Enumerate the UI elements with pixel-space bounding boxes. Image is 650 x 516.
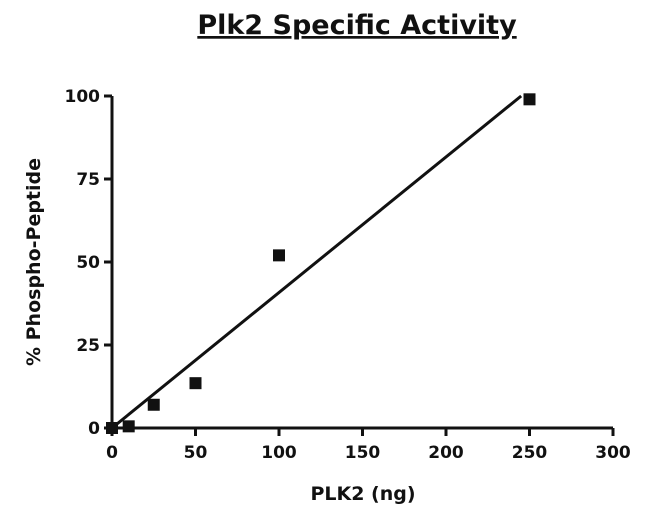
- data-point: [273, 249, 285, 262]
- x-axis-label: PLK2 (ng): [310, 483, 415, 505]
- x-tick-label: 100: [261, 443, 297, 463]
- data-points: [106, 93, 536, 434]
- data-point: [147, 398, 160, 411]
- x-tick-label: 300: [595, 443, 631, 463]
- x-ticks: 0 50 100 150 200 250 300: [106, 428, 631, 463]
- y-tick-label: 100: [65, 87, 101, 107]
- data-point: [189, 377, 202, 390]
- x-tick-label: 150: [345, 443, 381, 463]
- y-ticks: 0 25 50 75 100: [65, 87, 112, 439]
- x-tick-label: 250: [512, 443, 548, 463]
- y-tick-label: 0: [88, 419, 100, 439]
- data-point: [106, 422, 118, 434]
- y-axis-label: % Phospho-Peptide: [23, 158, 45, 366]
- x-tick-label: 200: [428, 443, 464, 463]
- data-point: [122, 420, 135, 433]
- x-tick-label: 50: [184, 443, 208, 463]
- data-point: [523, 93, 536, 106]
- chart-title: Plk2 Specific Activity: [197, 10, 517, 41]
- y-tick-label: 50: [76, 253, 100, 273]
- fit-line: [111, 94, 523, 430]
- y-tick-label: 75: [76, 170, 100, 190]
- y-tick-label: 25: [76, 336, 100, 356]
- x-tick-label: 0: [106, 443, 118, 463]
